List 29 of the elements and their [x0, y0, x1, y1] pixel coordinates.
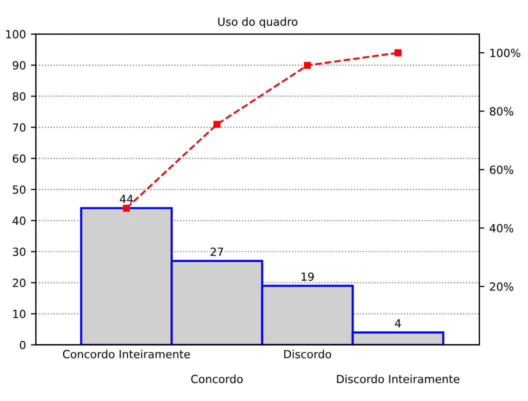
y2-tick-label: 60%: [490, 166, 514, 174]
y2-tick-label: 40%: [490, 224, 514, 232]
data-label: 19: [302, 272, 314, 281]
data-label: 44: [120, 194, 133, 204]
chart-title: Uso do quadro: [218, 17, 298, 28]
x-tick-label: Discordo Inteiramente: [337, 374, 460, 384]
y-tick-label: 40: [12, 216, 26, 225]
y2-tick-label: 100%: [490, 48, 520, 58]
point: [394, 49, 402, 56]
y-tick-label: 0: [20, 340, 26, 350]
y-tick-label: 20: [12, 278, 26, 288]
y-tick-label: 10: [13, 310, 26, 318]
y-tick-label: 50: [12, 185, 26, 194]
point: [122, 204, 130, 212]
x-tick-label: Concordo Inteiramente: [62, 350, 190, 358]
y2-tick-label: 80%: [490, 107, 514, 116]
y2-tick-label: 20%: [490, 282, 514, 291]
data-label: 27: [210, 248, 224, 256]
y-tick-label: 60: [12, 154, 26, 163]
y-tick-label: 30: [12, 248, 26, 256]
y-tick-label: 90: [12, 61, 26, 70]
y-tick-label: 70: [12, 123, 26, 132]
y-tick-label: 100: [6, 30, 26, 38]
point: [304, 62, 311, 69]
x-tick-label: Discordo: [284, 350, 332, 358]
data-label: 4: [394, 319, 401, 328]
y-tick-label: 80: [12, 92, 26, 101]
x-tick-label: Concordo: [191, 374, 243, 384]
point: [213, 120, 220, 128]
